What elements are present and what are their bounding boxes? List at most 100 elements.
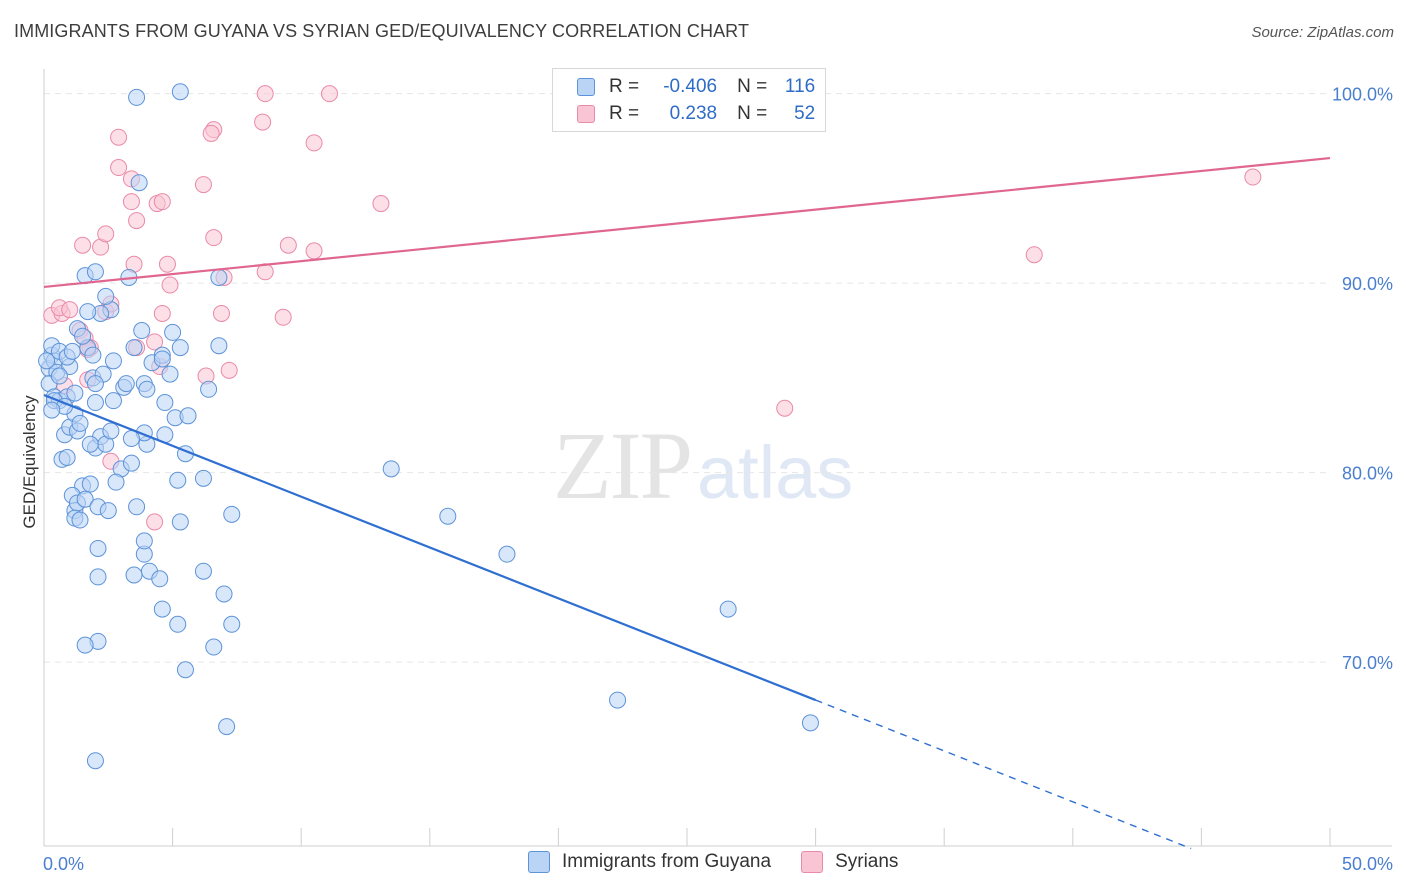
data-point xyxy=(133,322,151,340)
data-point xyxy=(200,380,218,398)
legend-n-value: 116 xyxy=(784,76,816,97)
watermark-zip: ZIP xyxy=(553,412,693,519)
data-point xyxy=(609,691,627,709)
data-point xyxy=(89,568,107,586)
data-point xyxy=(279,236,297,254)
data-point xyxy=(128,498,146,516)
data-point xyxy=(274,308,292,326)
data-point xyxy=(99,502,117,520)
data-point xyxy=(169,615,187,633)
y-tick-label: 80.0% xyxy=(1342,464,1393,484)
data-point xyxy=(84,346,102,364)
legend-n-label: N = xyxy=(737,76,768,97)
data-point xyxy=(50,367,68,385)
data-point xyxy=(110,128,128,146)
data-point xyxy=(1025,246,1043,264)
data-point xyxy=(776,399,794,417)
trend-line-pink xyxy=(43,156,1331,289)
data-point xyxy=(97,287,115,305)
data-point xyxy=(122,454,140,472)
data-point xyxy=(97,225,115,243)
data-point xyxy=(153,304,171,322)
data-point xyxy=(74,327,92,345)
data-point xyxy=(372,195,390,213)
data-point xyxy=(156,394,174,412)
data-point xyxy=(61,301,79,319)
data-point xyxy=(122,193,140,211)
data-point xyxy=(171,339,189,357)
legend-label-guyana: Immigrants from Guyana xyxy=(562,851,772,872)
y-tick-label: 70.0% xyxy=(1342,653,1393,673)
axes xyxy=(43,69,1392,847)
trend-extension-blue xyxy=(815,699,1192,850)
trend-lines xyxy=(43,156,1331,850)
data-point xyxy=(76,490,94,508)
data-point xyxy=(43,401,61,419)
series-legend: Immigrants from Guyana Syrians xyxy=(528,851,928,873)
data-point xyxy=(86,263,104,281)
data-point xyxy=(58,449,76,466)
data-point xyxy=(128,212,146,230)
data-point xyxy=(256,85,274,103)
data-point xyxy=(202,124,220,142)
data-point xyxy=(171,83,189,101)
data-point xyxy=(122,430,140,448)
data-point xyxy=(215,585,233,603)
legend-r-label: R = xyxy=(609,103,640,124)
data-point xyxy=(104,352,122,370)
data-point xyxy=(66,384,84,402)
data-point xyxy=(153,193,171,211)
data-point xyxy=(801,714,819,732)
data-point xyxy=(153,600,171,618)
tick-labels: 100.0% 90.0% 80.0% 70.0% 0.0% 50.0% xyxy=(43,85,1393,874)
data-point xyxy=(71,414,89,432)
data-point xyxy=(38,352,56,370)
data-point xyxy=(146,513,164,531)
data-point xyxy=(305,242,323,260)
data-point xyxy=(63,342,81,360)
legend-r-value: -0.406 xyxy=(663,76,718,97)
data-point xyxy=(153,350,171,368)
data-point xyxy=(305,134,323,152)
data-point xyxy=(86,752,104,770)
data-point xyxy=(110,159,128,177)
legend-swatch-blue xyxy=(577,78,595,96)
legend-item-syrians[interactable]: Syrians xyxy=(801,851,898,873)
data-point xyxy=(158,255,176,273)
legend-swatch-pink xyxy=(801,851,824,873)
data-point xyxy=(86,375,104,393)
data-point xyxy=(254,113,272,131)
chart-title: IMMIGRANTS FROM GUYANA VS SYRIAN GED/EQU… xyxy=(14,21,750,41)
data-point xyxy=(320,85,338,103)
series-guyana-points xyxy=(38,83,819,770)
data-point xyxy=(89,539,107,557)
data-point xyxy=(102,422,120,440)
data-point xyxy=(125,339,143,357)
data-point xyxy=(79,303,97,321)
data-point xyxy=(194,562,212,580)
data-point xyxy=(151,570,169,588)
data-point xyxy=(74,236,92,254)
data-point xyxy=(146,333,164,351)
data-point xyxy=(128,88,146,106)
data-point xyxy=(71,511,89,529)
data-point xyxy=(212,304,230,322)
series-syrians-points xyxy=(43,85,1262,531)
data-point xyxy=(135,532,153,550)
data-point xyxy=(498,545,516,563)
data-point xyxy=(218,718,236,736)
data-point xyxy=(220,361,238,379)
data-point xyxy=(81,435,99,453)
data-point xyxy=(223,505,241,523)
x-tick-label: 50.0% xyxy=(1342,854,1393,874)
legend-item-guyana[interactable]: Immigrants from Guyana xyxy=(528,851,771,873)
data-point xyxy=(138,380,156,398)
data-point xyxy=(81,475,99,493)
source-label: Source: ZipAtlas.com xyxy=(1251,24,1394,41)
legend-swatch-pink xyxy=(577,105,595,123)
data-point xyxy=(194,469,212,487)
correlation-legend: R = -0.406 N = 116 R = 0.238 N = 52 xyxy=(552,68,826,132)
legend-n-label: N = xyxy=(737,103,768,124)
data-point xyxy=(104,392,122,410)
